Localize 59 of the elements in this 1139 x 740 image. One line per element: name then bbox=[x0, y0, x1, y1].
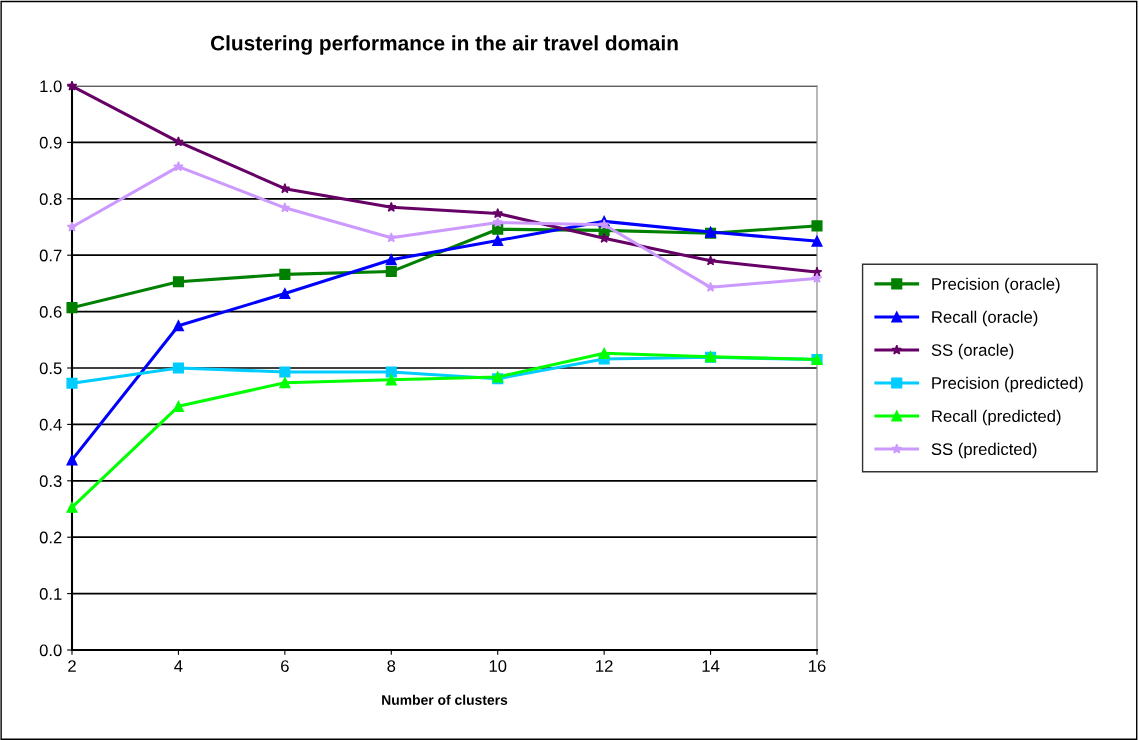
y-tick-label: 0.4 bbox=[39, 418, 62, 431]
point bbox=[66, 302, 78, 314]
chart-title: Clustering performance in the air travel domain bbox=[210, 35, 678, 55]
y-tick-label: 0.1 bbox=[39, 588, 62, 600]
y-tick-label: 0.7 bbox=[39, 249, 62, 262]
point bbox=[385, 366, 397, 378]
y-tick-label: 0.3 bbox=[39, 475, 62, 487]
point bbox=[705, 281, 716, 292]
point bbox=[173, 161, 184, 172]
point bbox=[811, 235, 823, 247]
point bbox=[172, 276, 184, 288]
y-tick-label: 0.9 bbox=[39, 136, 62, 149]
x-tick-label: 6 bbox=[281, 660, 289, 672]
point bbox=[492, 216, 504, 228]
point bbox=[279, 202, 291, 213]
point bbox=[279, 287, 291, 300]
point bbox=[66, 501, 78, 513]
point bbox=[385, 254, 397, 266]
point bbox=[811, 220, 823, 232]
y-tick-label: 0.6 bbox=[39, 306, 62, 318]
legend-label: SS (predicted) bbox=[931, 442, 1037, 459]
y-tick-label: 0.8 bbox=[39, 193, 62, 205]
y-tick-label: 0.2 bbox=[39, 531, 62, 544]
point bbox=[705, 255, 716, 266]
x-tick-label: 16 bbox=[809, 660, 826, 672]
point bbox=[66, 377, 78, 389]
point bbox=[66, 80, 78, 91]
point bbox=[172, 362, 184, 374]
x-tick-label: 8 bbox=[387, 660, 396, 672]
legend-label: Recall (predicted) bbox=[932, 409, 1061, 426]
point bbox=[811, 272, 823, 283]
x-tick-label: 12 bbox=[596, 660, 613, 672]
x-axis-title: Number of clusters bbox=[382, 694, 508, 705]
point bbox=[66, 221, 78, 232]
legend-label: Precision (predicted) bbox=[932, 376, 1083, 393]
point bbox=[598, 219, 610, 230]
point bbox=[279, 366, 291, 378]
x-tick-label: 10 bbox=[489, 660, 507, 672]
point bbox=[492, 207, 504, 219]
x-tick-label: 4 bbox=[174, 660, 183, 672]
point bbox=[66, 454, 78, 466]
point bbox=[492, 234, 504, 247]
point bbox=[172, 400, 184, 412]
point bbox=[279, 183, 291, 194]
point bbox=[172, 320, 184, 332]
y-tick-label: 0.5 bbox=[39, 362, 62, 375]
y-tick-label: 0.0 bbox=[39, 644, 62, 657]
point bbox=[279, 268, 291, 280]
point bbox=[385, 374, 397, 386]
point bbox=[385, 265, 397, 278]
legend-label: SS (oracle) bbox=[931, 343, 1014, 360]
x-tick-label: 14 bbox=[702, 660, 720, 672]
x-tick-label: 2 bbox=[68, 660, 76, 672]
point bbox=[279, 377, 291, 389]
legend-label: Precision (oracle) bbox=[932, 277, 1060, 294]
point bbox=[173, 136, 184, 147]
y-tick-label: 1.0 bbox=[40, 80, 62, 93]
point bbox=[598, 347, 610, 359]
legend-label: Recall (oracle) bbox=[932, 310, 1038, 327]
